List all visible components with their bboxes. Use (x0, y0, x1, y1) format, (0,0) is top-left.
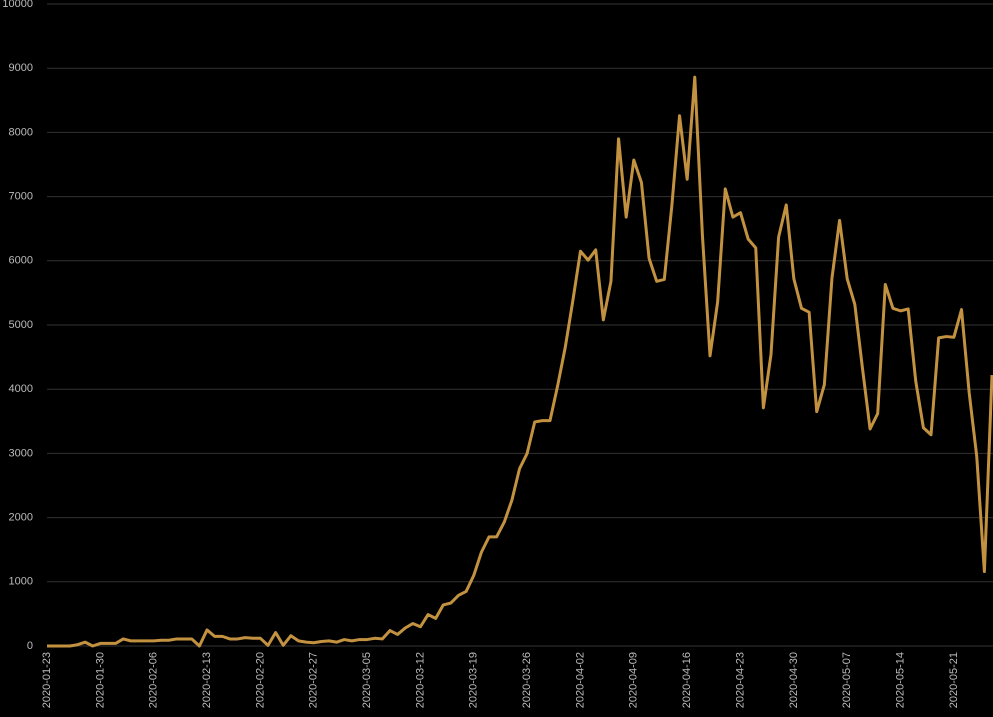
x-tick-label: 2020-03-26 (521, 652, 533, 708)
x-tick-label: 2020-04-23 (734, 652, 746, 708)
y-tick-label: 4000 (9, 383, 33, 395)
line (47, 75, 993, 648)
x-tick-label: 2020-04-09 (628, 652, 640, 708)
x-tick-label: 2020-05-07 (841, 652, 853, 708)
y-tick-label: 6000 (9, 255, 33, 267)
x-tick-label: 2020-02-20 (254, 652, 266, 708)
x-tick-label: 2020-03-12 (414, 652, 426, 708)
x-tick-label: 2020-05-14 (894, 652, 906, 708)
x-tick-label: 2020-01-23 (41, 652, 53, 708)
y-tick-label: 3000 (9, 447, 33, 459)
y-tick-label: 2000 (9, 512, 33, 524)
x-tick-label: 2020-04-16 (681, 652, 693, 708)
y-tick-label: 9000 (9, 62, 33, 74)
y-tick-label: 8000 (9, 126, 33, 138)
x-tick-label: 2020-04-02 (574, 652, 586, 708)
x-tick-label: 2020-02-27 (308, 652, 320, 708)
x-tick-label: 2020-02-13 (201, 652, 213, 708)
y-tick-label: 0 (27, 640, 33, 652)
x-tick-label: 2020-04-30 (788, 652, 800, 708)
y-tick-label: 7000 (9, 191, 33, 203)
x-tick-label: 2020-03-19 (468, 652, 480, 708)
x-tick-label: 2020-02-06 (148, 652, 160, 708)
y-tick-label: 10000 (2, 0, 33, 10)
y-tick-label: 1000 (9, 576, 33, 588)
y-tick-label: 5000 (9, 319, 33, 331)
x-tick-label: 2020-01-30 (94, 652, 106, 708)
x-tick-label: 2020-05-21 (948, 652, 960, 708)
x-tick-label: 2020-03-05 (361, 652, 373, 708)
